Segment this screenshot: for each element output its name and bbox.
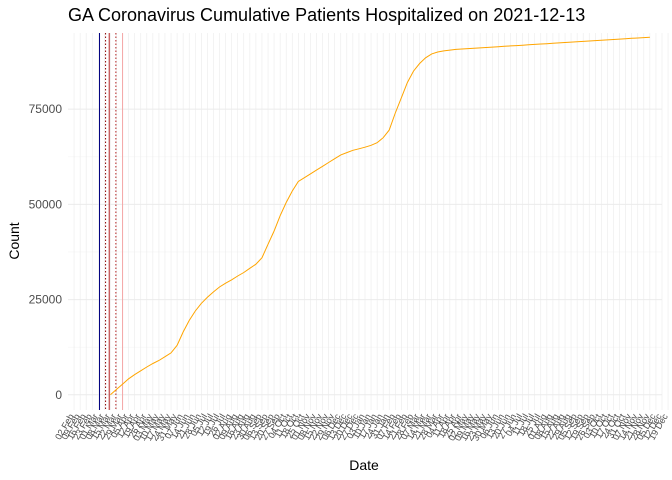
series-line xyxy=(110,36,650,396)
y-tick-label: 75000 xyxy=(29,102,63,116)
x-axis-title: Date xyxy=(349,457,379,473)
y-axis-title: Count xyxy=(6,222,22,259)
grid xyxy=(68,33,669,410)
y-tick-label: 25000 xyxy=(29,293,63,307)
y-tick-label: 0 xyxy=(55,388,62,402)
chart-title: GA Coronavirus Cumulative Patients Hospi… xyxy=(68,5,586,25)
y-tick-label: 50000 xyxy=(29,197,63,211)
reference-lines xyxy=(99,33,124,410)
series-layer xyxy=(110,36,650,396)
y-axis-ticks: 0 25000 50000 75000 xyxy=(29,102,63,402)
